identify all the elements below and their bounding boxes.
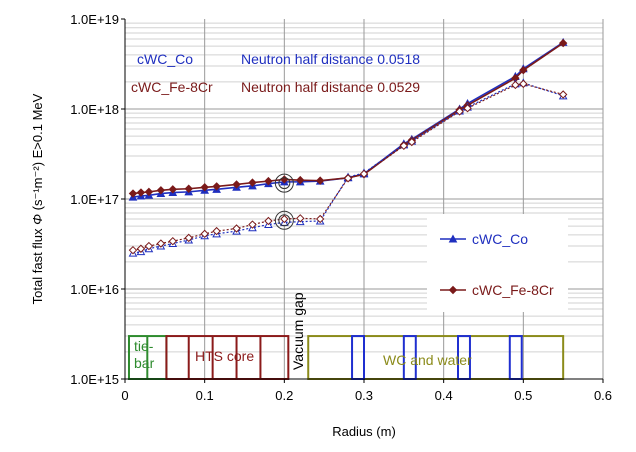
- data-point: [455, 107, 464, 116]
- data-point: [448, 285, 458, 295]
- y-tick-label: 1.0E+18: [70, 102, 119, 117]
- data-point: [144, 241, 154, 251]
- data-point: [359, 169, 369, 179]
- highlight-circle: [274, 173, 294, 193]
- label-co: cWC_Co: [137, 51, 193, 67]
- water-channel-box: [351, 335, 365, 380]
- x-tick-label: 0.3: [355, 388, 373, 403]
- data-point: [184, 184, 193, 193]
- label-vacuum-gap: Vacuum gap: [290, 292, 306, 370]
- data-point: [212, 226, 221, 236]
- data-point: [136, 188, 146, 197]
- data-point: [343, 174, 353, 183]
- x-axis-label: Radius (m): [332, 424, 396, 439]
- data-point: [558, 90, 568, 99]
- data-point: [448, 234, 458, 243]
- y-tick-label: 1.0E+16: [70, 282, 119, 297]
- data-point: [519, 79, 528, 89]
- data-point: [519, 65, 528, 75]
- label-co-half-distance: Neutron half distance 0.0518: [241, 51, 420, 67]
- data-point: [212, 182, 221, 191]
- label-wc-water: WC and water: [383, 352, 472, 368]
- water-channel-box: [508, 335, 523, 380]
- data-point: [144, 187, 154, 197]
- label-fe: cWC_Fe-8Cr: [131, 79, 213, 95]
- data-point: [315, 176, 325, 185]
- data-point: [399, 141, 409, 151]
- data-point: [463, 104, 472, 113]
- data-point: [248, 178, 257, 187]
- data-point: [200, 229, 209, 239]
- label-hts-core: HTS core: [195, 348, 254, 364]
- data-point: [184, 233, 193, 243]
- data-point: [128, 189, 138, 198]
- x-tick-label: 0.2: [275, 388, 293, 403]
- label-tie-bar: tie-bar: [134, 338, 155, 371]
- legend-box: [427, 214, 568, 312]
- x-tick-label: 0: [121, 388, 128, 403]
- x-tick-label: 0.6: [594, 388, 612, 403]
- highlight-circle: [278, 214, 291, 227]
- data-point: [136, 244, 146, 253]
- legend: cWC_Co cWC_Fe-8Cr: [427, 214, 568, 312]
- label-fe-half-distance: Neutron half distance 0.0529: [241, 79, 420, 95]
- data-point: [296, 214, 305, 223]
- data-point: [128, 245, 138, 255]
- data-point: [156, 239, 166, 248]
- y-axis-label-condition: E>0.1 MeV: [30, 93, 45, 158]
- data-point: [232, 180, 241, 189]
- label-tie-bar-line: bar: [134, 355, 155, 371]
- y-axis-label-symbol: Φ: [30, 214, 45, 225]
- legend-entry: cWC_Fe-8Cr: [472, 282, 554, 298]
- y-tick-label: 1.0E+15: [70, 372, 119, 387]
- series-line: [132, 82, 564, 254]
- data-point: [232, 224, 241, 233]
- x-tick-label: 0.1: [196, 388, 214, 403]
- legend-entry: cWC_Co: [472, 231, 528, 247]
- y-axis-label-main: Total fast flux: [30, 225, 45, 304]
- data-point: [156, 186, 166, 195]
- label-tie-bar-line: tie-: [134, 338, 154, 354]
- y-axis-label-units: (s⁻¹m⁻²): [30, 158, 45, 214]
- grid-lines: [124, 19, 604, 380]
- series-dotted-3: [128, 79, 568, 255]
- annotations: cWC_Co Neutron half distance 0.0518 cWC_Fe…: [131, 51, 472, 371]
- data-point: [264, 176, 273, 186]
- data-point: [264, 216, 273, 226]
- data-point: [280, 214, 289, 224]
- data-point: [168, 185, 178, 194]
- data-point: [296, 175, 305, 185]
- data-point: [407, 137, 417, 147]
- data-point: [200, 183, 209, 192]
- x-tick-label: 0.4: [435, 388, 453, 403]
- y-axis-label: Total fast flux Φ (s⁻¹m⁻²) E>0.1 MeV: [30, 93, 45, 304]
- data-point: [315, 214, 325, 224]
- data-point: [168, 236, 178, 246]
- data-point: [248, 220, 257, 229]
- data-point: [558, 38, 568, 48]
- y-tick-label: 1.0E+19: [70, 12, 119, 27]
- data-point: [511, 80, 520, 90]
- axes: 1.0E+15 1.0E+16 1.0E+17 1.0E+18 1.0E+19 0 0.1 0…: [30, 12, 612, 439]
- highlight-circle: [274, 210, 294, 230]
- y-tick-label: 1.0E+17: [70, 192, 119, 207]
- x-tick-label: 0.5: [514, 388, 532, 403]
- data-series: [128, 37, 568, 257]
- highlight-circle: [278, 177, 291, 190]
